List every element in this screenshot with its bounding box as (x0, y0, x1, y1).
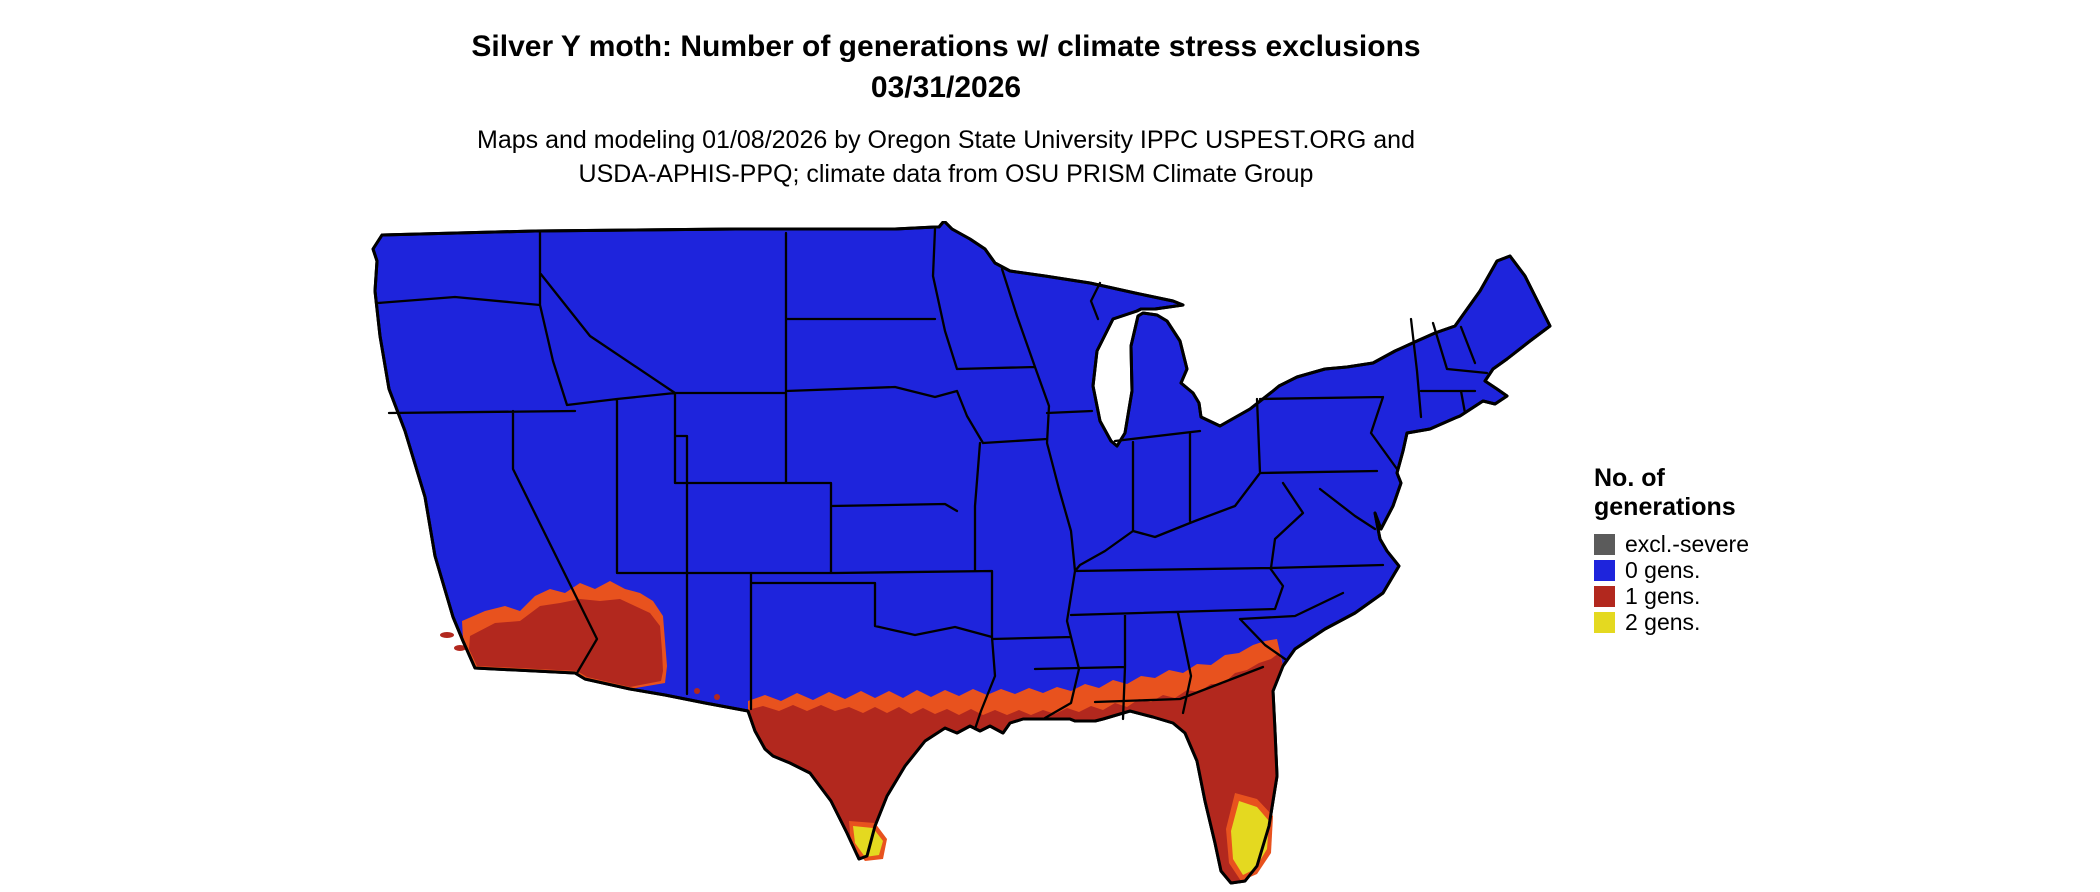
header: Silver Y moth: Number of generations w/ … (0, 26, 1892, 191)
legend-label-2-gens: 2 gens. (1625, 608, 1701, 635)
page-title-line2: 03/31/2026 (870, 71, 1022, 104)
legend-label-0-gens: 0 gens. (1625, 556, 1701, 583)
south-one-gen-red-region (748, 653, 1283, 883)
state-borders (376, 227, 1489, 731)
channel-islands-specks (440, 632, 720, 700)
legend-item-0-gens: 0 gens. (1594, 557, 1749, 583)
legend-title-line1: No. of (1594, 464, 1665, 492)
legend-swatch-2-gens (1594, 611, 1615, 633)
two-gen-region-texas (849, 821, 887, 861)
map-legend: No. of generations excl.-severe 0 gens. … (1594, 464, 1749, 635)
legend-label-excl-severe: excl.-severe (1625, 530, 1749, 557)
page-title-line1: Silver Y moth: Number of generations w/ … (471, 30, 1421, 63)
southwest-one-gen-red-region (469, 599, 663, 687)
us-map-svg (371, 221, 1552, 885)
conus-outline (371, 221, 1552, 885)
legend-items: excl.-severe 0 gens. 1 gens. 2 gens. (1594, 531, 1749, 635)
legend-title-line2: generations (1594, 493, 1736, 521)
legend-item-1-gens: 1 gens. (1594, 583, 1749, 609)
legend-item-2-gens: 2 gens. (1594, 609, 1749, 635)
us-generations-map (335, 221, 1555, 891)
legend-swatch-1-gens (1594, 585, 1615, 607)
attribution-line2: USDA-APHIS-PPQ; climate data from OSU PR… (578, 160, 1314, 188)
legend-swatch-excl-severe (1594, 533, 1615, 555)
legend-item-excl-severe: excl.-severe (1594, 531, 1749, 557)
attribution: Maps and modeling 01/08/2026 by Oregon S… (0, 123, 1892, 191)
two-gen-region-florida (1226, 793, 1273, 881)
legend-swatch-0-gens (1594, 559, 1615, 581)
legend-title: No. of generations (1594, 464, 1749, 522)
coastline-stroke (371, 221, 1552, 885)
legend-label-1-gens: 1 gens. (1625, 582, 1701, 609)
attribution-line1: Maps and modeling 01/08/2026 by Oregon S… (477, 126, 1415, 154)
